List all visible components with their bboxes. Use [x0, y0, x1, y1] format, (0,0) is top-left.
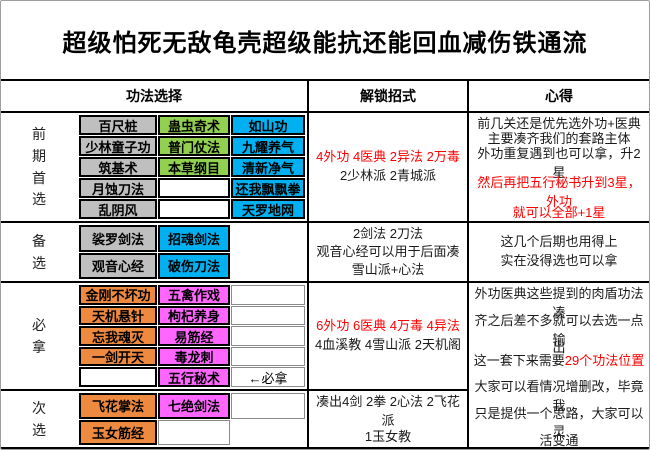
unlock-cell-second-pick: 凑出4剑 2拳 2心法 2飞花派 1玉女教 — [307, 391, 467, 449]
skill-cell: 玉女筋经 — [79, 419, 157, 445]
notes-cell-must-take: 外功医典这些提到的肉盾功法凑 齐之后差不多就可以去选一点输出这一套下来需要29个功… — [467, 283, 649, 449]
notes-line: 这几个后期也用得上 — [500, 234, 618, 250]
row-label-second-pick: 次选 — [1, 391, 77, 449]
notes-line: 出 — [552, 339, 566, 355]
header-notes: 心得 — [467, 81, 649, 113]
notes-line: 实在没得选也可以拿 — [500, 253, 618, 268]
row-label-backup: 备选 — [1, 223, 77, 283]
unlock-cell-early-pick: 4外功 4医典 2异法 2万毒 2少林派 2青城派 — [307, 113, 467, 223]
skill-cell: 月蚀刀法 — [79, 178, 157, 198]
skill-cell: 五行秘术 — [158, 367, 230, 387]
empty-cell — [158, 419, 230, 445]
notes-line: 活变通 — [539, 432, 579, 448]
skill-cell: 九耀养气 — [231, 136, 305, 156]
unlock-line: 2剑法 2刀法 — [352, 226, 424, 241]
unlock-line: 观音心经可以用于后面凑 — [316, 244, 460, 259]
skill-cell: 本草纲目 — [158, 157, 230, 177]
skill-cell: 还我飘飘拳 — [231, 178, 305, 198]
unlock-line: 凑出4剑 2拳 2心法 2飞花派 — [316, 394, 460, 428]
skill-cell: 少林童子功 — [79, 136, 157, 156]
unlock-line: 2少林派 2青城派 — [339, 168, 437, 183]
unlock-cell-backup: 2剑法 2刀法观音心经可以用于后面凑 雪山派+心法 — [307, 223, 467, 283]
skill-cell: 金刚不坏功 — [79, 285, 157, 305]
guide-table: 功法选择 解锁招式 心得 前期首选百尺桩 蛊虫奇术 如山功少林童子功 普门仗法 九耀养气… — [1, 79, 649, 449]
skill-cell: 乱阴风 — [79, 199, 157, 219]
notes-cell-early-pick: 前几关还是优先选外功+医典 主要凑齐我们的套路主体 外功重复遇到也可以拿，升2星 然后… — [467, 113, 649, 223]
empty-cell — [231, 253, 305, 280]
unlock-cell-must-take: 6外功 6医典 4万毒 4异法 4血溪教 4雪山派 2天机阁 — [307, 283, 467, 391]
skill-cell: 毒龙刺 — [158, 346, 230, 367]
empty-cell — [79, 367, 157, 387]
header-skills: 功法选择 — [1, 81, 307, 113]
notes-line: 大家可以看情况增删改，毕竟我 — [474, 378, 644, 413]
skills-grid-early-pick: 百尺桩 蛊虫奇术 如山功少林童子功 普门仗法 九耀养气筑基术 本草纲目 清新净气月蚀刀法 还我… — [77, 113, 307, 223]
notes-line: 这一套下来需要29个功法位置 — [473, 353, 645, 369]
skill-cell: 筑基术 — [79, 157, 157, 177]
empty-cell — [231, 305, 305, 326]
skills-grid-backup: 裟罗剑法 招魂剑法 观音心经 破伤刀法 — [77, 223, 307, 283]
skill-cell: 七绝剑法 — [158, 393, 230, 419]
empty-cell — [231, 285, 305, 305]
skill-cell: 裟罗剑法 — [79, 225, 157, 252]
empty-cell — [231, 393, 305, 419]
skill-cell: 破伤刀法 — [158, 252, 230, 279]
page-title: 超级怕死无敌龟壳超级能抗还能回血减伤铁通流 — [62, 29, 588, 57]
skills-grid-must-take: 金刚不坏功 五禽作戏 天机悬针 枸杞养身 忘我魂灭 易筋经 一剑开天 毒龙刺 五行秘术 ←必拿 — [77, 283, 307, 391]
skill-cell: 五禽作戏 — [158, 285, 230, 305]
skill-cell: 飞花掌法 — [79, 393, 157, 419]
notes-line: 然后再把五行秘书升到3星，外功 — [477, 175, 641, 210]
skill-cell: 忘我魂灭 — [79, 326, 157, 346]
notes-line: 主要凑齐我们的套路主体 — [487, 130, 631, 146]
skill-cell: 如山功 — [231, 115, 305, 135]
empty-cell — [231, 225, 305, 252]
unlock-line: 4血溪教 4雪山派 2天机阁 — [315, 337, 461, 352]
notes-line: 外功医典这些提到的肉盾功法凑 — [474, 286, 644, 320]
skill-cell: 百尺桩 — [79, 115, 157, 135]
skill-cell: 清新净气 — [231, 157, 305, 177]
row-label-early-pick: 前期首选 — [1, 113, 77, 223]
skill-cell: ←必拿 — [231, 367, 305, 387]
skill-cell: 天罗地网 — [231, 199, 305, 219]
empty-cell — [158, 199, 230, 219]
empty-cell — [231, 326, 305, 346]
empty-cell — [231, 346, 305, 367]
notes-line: 外功重复遇到也可以拿，升2星 — [477, 145, 641, 180]
notes-cell-backup: 这几个后期也用得上 实在没得选也可以拿 — [467, 223, 649, 283]
notes-line: 齐之后差不多就可以去选一点输 — [474, 312, 644, 347]
empty-cell — [158, 178, 230, 198]
unlock-line: 6外功 6医典 4万毒 4异法 — [316, 318, 460, 334]
skill-cell: 天机悬针 — [79, 305, 157, 326]
skill-cell: 观音心经 — [79, 252, 157, 279]
skill-cell: 易筋经 — [158, 326, 230, 346]
skill-cell: 普门仗法 — [158, 136, 230, 156]
row-label-must-take: 必拿 — [1, 283, 77, 391]
header-unlock: 解锁招式 — [307, 81, 467, 113]
skill-cell: 一剑开天 — [79, 346, 157, 367]
unlock-line: 1玉女教 — [364, 428, 412, 444]
notes-line: 只是提供一个思路，大家可以灵 — [474, 405, 644, 440]
skill-cell: 枸杞养身 — [158, 305, 230, 326]
skill-cell: 蛊虫奇术 — [158, 115, 230, 135]
unlock-line: 4外功 4医典 2异法 2万毒 — [316, 149, 460, 165]
empty-cell — [231, 420, 305, 446]
notes-line: 前几关还是优先选外功+医典 — [477, 116, 641, 131]
notes-line: 就可以全部+1星 — [512, 205, 606, 221]
skills-grid-second-pick: 飞花掌法 七绝剑法 玉女筋经 — [77, 391, 307, 449]
unlock-line: 雪山派+心法 — [351, 262, 425, 277]
skill-cell: 招魂剑法 — [158, 225, 230, 252]
